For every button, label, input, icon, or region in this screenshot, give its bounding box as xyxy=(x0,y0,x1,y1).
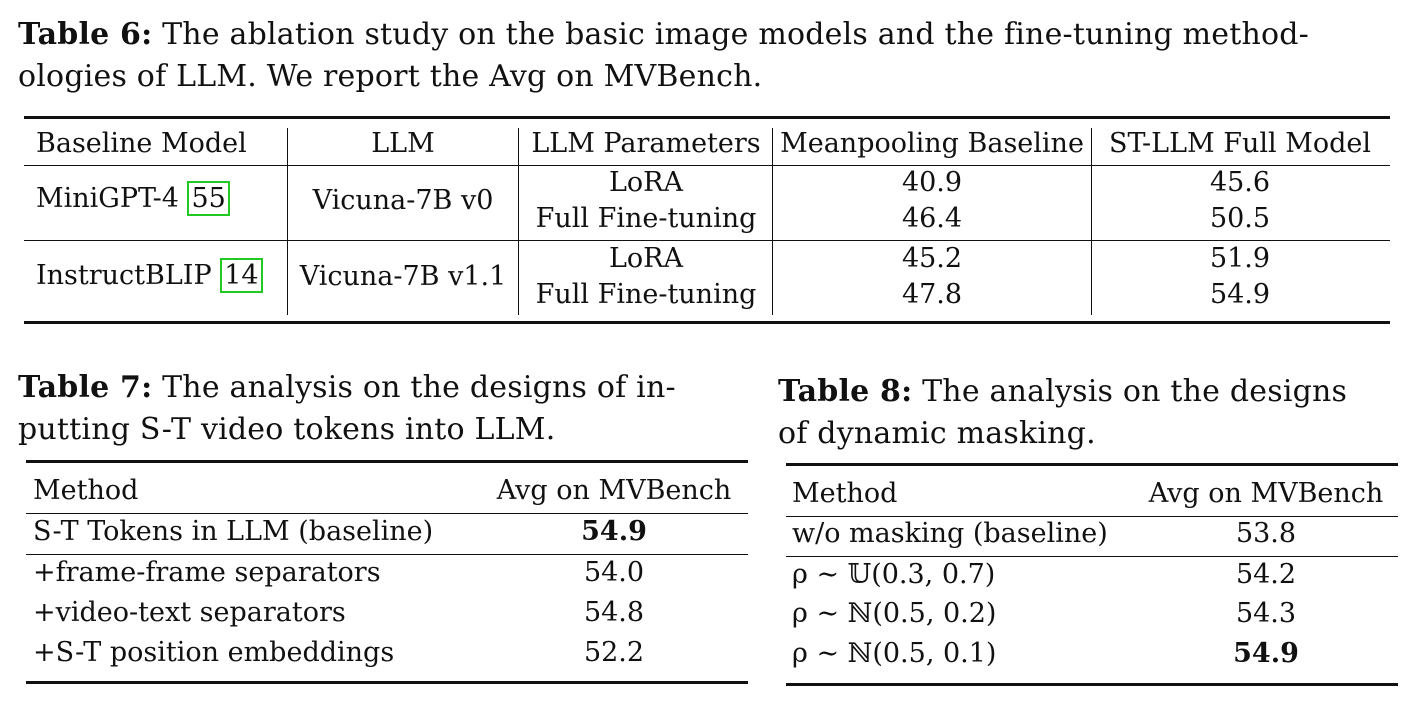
table6-full-value: 54.9 xyxy=(1209,279,1271,310)
table6-full-value: 51.9 xyxy=(1209,243,1271,274)
table8-avg-value: 54.9 xyxy=(1233,638,1299,669)
table6-params: Full Fine-tuning xyxy=(535,279,757,310)
table8-avg-value: 53.8 xyxy=(1235,518,1297,549)
table8-header-rule xyxy=(786,516,1398,517)
table8-bottom-rule xyxy=(786,683,1398,686)
table7-baseline-rule xyxy=(26,554,748,555)
table8-header-avg: Avg on MVBench xyxy=(1148,478,1384,509)
table7-method: S-T Tokens in LLM (baseline) xyxy=(33,516,434,547)
table8-avg-value: 54.3 xyxy=(1235,598,1297,629)
table6-group-rule xyxy=(24,240,1390,241)
table6-header-rule xyxy=(24,165,1390,166)
table8-avg-value: 54.2 xyxy=(1235,559,1297,590)
table8-method: ρ ∼ 𝕌(0.3, 0.7) xyxy=(792,559,996,590)
table6-top-rule xyxy=(24,116,1390,119)
table7-avg-value: 54.0 xyxy=(583,557,645,588)
table6-header-llm: LLM xyxy=(371,128,435,159)
table6-params: LoRA xyxy=(608,243,684,274)
table8-top-rule xyxy=(786,463,1398,466)
table7-method: +frame-frame separators xyxy=(33,557,381,588)
table6-header-full-model: ST-LLM Full Model xyxy=(1108,128,1372,159)
table6-caption: Table 6: The ablation study on the basic… xyxy=(18,14,1410,98)
table6-meanpool-value: 47.8 xyxy=(901,279,963,310)
table7-caption-line1: The analysis on the designs of in- xyxy=(152,370,676,405)
table8-caption-line1: The analysis on the designs xyxy=(912,374,1348,409)
table8-caption-label: Table 8: xyxy=(778,374,913,409)
table6-caption-line1: The ablation study on the basic image mo… xyxy=(152,17,1309,52)
table7-caption: Table 7: The analysis on the designs of … xyxy=(18,367,748,451)
table6-meanpool-value: 46.4 xyxy=(901,203,963,234)
table6-llm-vicuna-v11: Vicuna-7B v1.1 xyxy=(299,261,507,292)
table7-caption-line2: putting S-T video tokens into LLM. xyxy=(18,412,556,447)
table7-avg-value: 54.9 xyxy=(581,516,647,547)
table6-model-minigpt4: MiniGPT-4 55 xyxy=(36,181,230,216)
table6-vline-1 xyxy=(287,128,288,315)
table6-vline-4 xyxy=(1091,128,1092,315)
table8-method: ρ ∼ ℕ(0.5, 0.2) xyxy=(792,598,997,629)
table7-method: +video-text separators xyxy=(33,597,346,628)
table7-top-rule xyxy=(26,460,748,463)
table7-header-rule xyxy=(26,513,748,514)
table6-caption-label: Table 6: xyxy=(18,17,153,52)
table6-full-value: 50.5 xyxy=(1209,203,1271,234)
table6-vline-3 xyxy=(772,128,773,315)
table8-method: ρ ∼ ℕ(0.5, 0.1) xyxy=(792,638,997,669)
citation-link[interactable]: 55 xyxy=(187,181,230,216)
table6-model-instructblip: InstructBLIP 14 xyxy=(36,258,263,293)
table6-params: Full Fine-tuning xyxy=(535,203,757,234)
table7-avg-value: 52.2 xyxy=(583,637,645,668)
table6-llm-vicuna-v0: Vicuna-7B v0 xyxy=(312,185,494,216)
table6-vline-2 xyxy=(518,128,519,315)
table8-caption-line2: of dynamic masking. xyxy=(778,416,1096,451)
table7-bottom-rule xyxy=(26,681,748,684)
table6-header-llm-parameters: LLM Parameters xyxy=(531,128,761,159)
table6-meanpool-value: 40.9 xyxy=(901,167,963,198)
table7-avg-value: 54.8 xyxy=(583,597,645,628)
table6-header-baseline-model: Baseline Model xyxy=(36,128,247,159)
table8-caption: Table 8: The analysis on the designs of … xyxy=(778,371,1402,455)
table7-caption-label: Table 7: xyxy=(18,370,153,405)
table7-header-method: Method xyxy=(33,475,139,506)
table7-method: +S-T position embeddings xyxy=(33,637,395,668)
table6-header-meanpooling: Meanpooling Baseline xyxy=(780,128,1084,159)
table6-caption-line2: ologies of LLM. We report the Avg on MVB… xyxy=(18,59,763,94)
table8-method: w/o masking (baseline) xyxy=(792,518,1108,549)
table6-meanpool-value: 45.2 xyxy=(901,243,963,274)
citation-link[interactable]: 14 xyxy=(220,258,263,293)
table6-bottom-rule xyxy=(24,321,1390,324)
table7-header-avg: Avg on MVBench xyxy=(496,475,732,506)
table6-params: LoRA xyxy=(608,167,684,198)
table8-header-method: Method xyxy=(792,478,898,509)
table8-baseline-rule xyxy=(786,556,1398,557)
table6-model-name: InstructBLIP xyxy=(36,260,212,291)
table6-model-name: MiniGPT-4 xyxy=(36,183,179,214)
table6-full-value: 45.6 xyxy=(1209,167,1271,198)
